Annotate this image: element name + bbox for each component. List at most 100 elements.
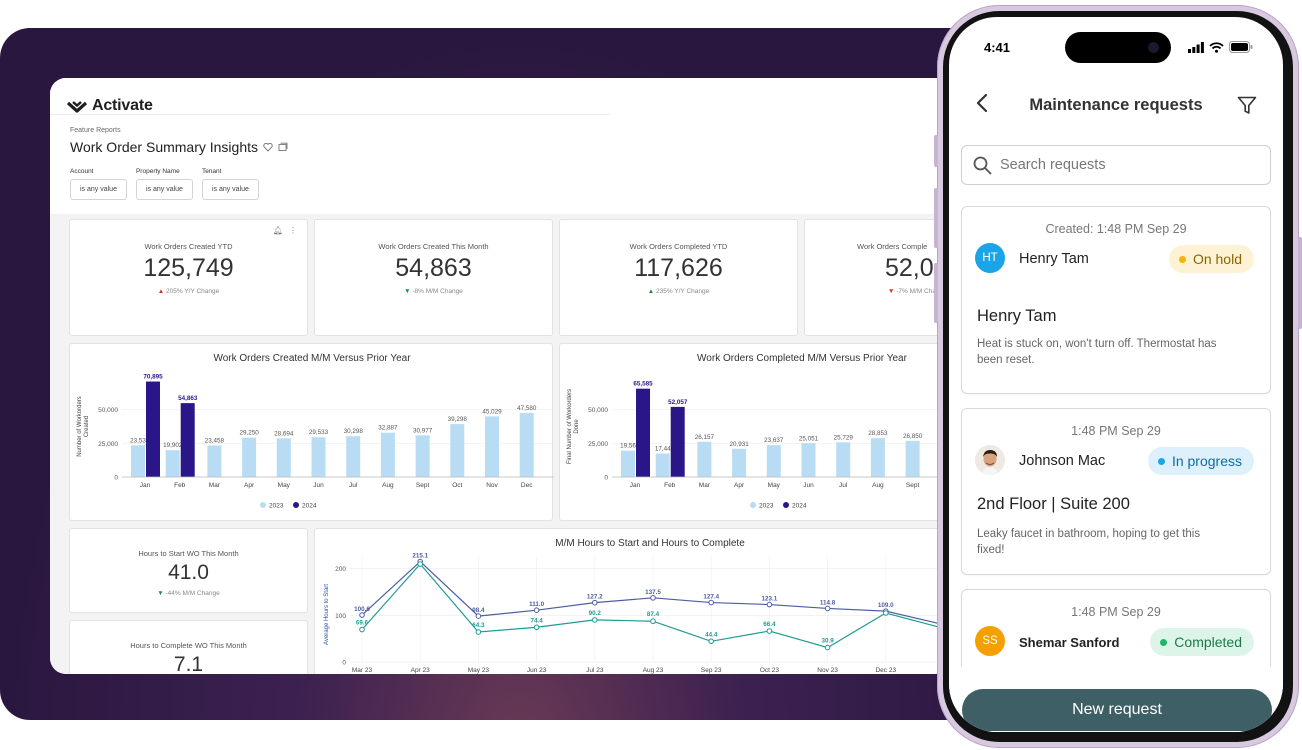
y-axis-label-line: Created xyxy=(84,416,90,437)
series-point xyxy=(417,561,423,567)
chart-title: Work Orders Completed M/M Versus Prior Y… xyxy=(697,353,908,364)
folder-icon[interactable] xyxy=(278,142,288,152)
series-point xyxy=(766,601,773,608)
filter-account-button[interactable]: is any value xyxy=(70,179,127,200)
bar-2023 xyxy=(870,438,885,477)
kpi-change: ▼ -8% M/M Change xyxy=(315,288,552,295)
data-label: 25,729 xyxy=(834,434,854,441)
bar-2023 xyxy=(801,443,816,477)
bar-2023 xyxy=(242,437,257,477)
kpi-card-completed-month[interactable]: Work Orders Comple 52,0 ▼ -7% M/M Change xyxy=(804,219,950,336)
breadcrumb[interactable]: Feature Reports xyxy=(70,127,121,134)
kpi-card-created-month[interactable]: Work Orders Created This Month 54,863 ▼ … xyxy=(314,219,553,336)
filter-tenant-button[interactable]: is any value xyxy=(201,179,259,200)
legend-2023-label: 2023 xyxy=(269,503,284,510)
series-point xyxy=(475,629,482,635)
new-request-button[interactable]: New request xyxy=(962,689,1272,731)
x-tick-label: Jul xyxy=(839,482,848,489)
page-title: Maintenance requests xyxy=(1029,96,1203,114)
data-label: 90.2 xyxy=(589,610,602,617)
kpi-title: Work Orders Completed YTD xyxy=(629,242,728,251)
bar-2024 xyxy=(146,381,160,477)
series-point xyxy=(592,617,598,623)
kpi-value: 54,863 xyxy=(395,254,472,282)
kpi-change-text: 205% Y/Y Change xyxy=(166,288,220,295)
kpi-value: 7.1 xyxy=(173,653,204,674)
data-label: 54,863 xyxy=(178,395,198,402)
data-label: 69.6 xyxy=(356,620,369,627)
x-tick-label: Sept xyxy=(416,482,430,489)
x-tick-label: Feb xyxy=(664,482,676,489)
filter-property-name: Property Name is any value xyxy=(135,168,193,200)
arrow-down-icon: ▼ xyxy=(888,288,895,295)
report-title-row: Work Order Summary Insights xyxy=(70,139,288,155)
filter-property-button[interactable]: is any value xyxy=(135,179,193,200)
requester-name: Henry Tam xyxy=(1019,251,1089,267)
filter-account: Account is any value xyxy=(70,168,127,200)
status-dot xyxy=(1157,457,1165,465)
kpi-title: Hours to Complete WO This Month xyxy=(130,641,247,650)
x-tick-label: May xyxy=(768,482,781,489)
filter-icon[interactable] xyxy=(1237,96,1257,115)
brand-logo[interactable]: Activate xyxy=(67,97,153,115)
legend-2023-swatch xyxy=(750,502,756,508)
request-card[interactable]: Created: 1:48 PM Sep 29 HT Henry Tam On … xyxy=(961,206,1271,394)
y-tick-label: 0 xyxy=(604,475,608,482)
data-label: 87.4 xyxy=(647,611,660,618)
bar-2023 xyxy=(621,450,635,477)
legend-2023-swatch xyxy=(260,502,266,508)
x-tick-label: Mar xyxy=(699,482,711,489)
requester-name: Shemar Sanford xyxy=(1019,635,1120,650)
heart-icon[interactable] xyxy=(263,142,273,152)
more-icon[interactable]: ⋮ xyxy=(289,226,297,235)
x-tick-label: Jun 23 xyxy=(527,667,547,674)
request-created: 1:48 PM Sep 29 xyxy=(1071,424,1161,438)
series-point xyxy=(533,624,540,631)
x-tick-label: Dec xyxy=(521,482,533,489)
kpi-value: 41.0 xyxy=(168,561,209,584)
arrow-up-icon: ▲ xyxy=(647,288,655,295)
phone-power-button xyxy=(1298,237,1302,329)
y-tick-label: 50,000 xyxy=(98,407,118,414)
kpi-tools: 🔔︎ ⋮ xyxy=(273,226,297,235)
bell-icon[interactable]: 🔔︎ xyxy=(272,226,283,235)
person-avatar-icon xyxy=(975,445,1005,475)
data-label: 98.4 xyxy=(472,607,485,614)
data-label: 20,931 xyxy=(729,441,749,448)
search-box[interactable] xyxy=(961,145,1271,185)
data-label: 29,533 xyxy=(309,429,329,436)
chart-card-completed: Work Orders Completed M/M Versus Prior Y… xyxy=(559,343,950,521)
legend-2024-swatch xyxy=(783,502,789,508)
kpi-card-created-ytd[interactable]: 🔔︎ ⋮ Work Orders Created YTD 125,749 ▲ 2… xyxy=(69,219,308,336)
kpi-card-hours-complete[interactable]: Hours to Complete WO This Month 7.1 xyxy=(69,620,308,674)
completed-bar-chart[interactable]: Work Orders Completed M/M Versus Prior Y… xyxy=(560,344,950,522)
search-icon xyxy=(973,156,992,175)
bar-2023 xyxy=(415,435,430,477)
x-tick-label: Sep 23 xyxy=(701,667,722,674)
status-icons xyxy=(1188,41,1253,53)
data-label: 23,637 xyxy=(764,437,784,444)
battery-icon xyxy=(1229,41,1253,53)
data-label: 45,029 xyxy=(482,408,502,415)
x-tick-label: Apr 23 xyxy=(411,667,431,674)
request-card[interactable]: 1:48 PM Sep 29 Johnson Mac In progress 2… xyxy=(961,408,1271,575)
x-tick-label: Jul 23 xyxy=(586,667,604,674)
kpi-change: ▲ 205% Y/Y Change xyxy=(70,288,307,295)
x-tick-label: May 23 xyxy=(468,667,490,674)
search-input[interactable] xyxy=(1000,146,1260,184)
legend-2024-label: 2024 xyxy=(792,503,807,510)
data-label: 30,298 xyxy=(344,428,364,435)
kpi-title: Work Orders Comple xyxy=(857,242,928,251)
bar-2023 xyxy=(836,442,851,477)
series-point xyxy=(359,612,365,618)
bar-2023 xyxy=(905,440,920,477)
hours-line-chart[interactable]: M/M Hours to Start and Hours to Complete… xyxy=(315,529,950,674)
request-heading: 2nd Floor | Suite 200 xyxy=(977,495,1130,513)
kpi-card-hours-start[interactable]: Hours to Start WO This Month 41.0 ▼ -44%… xyxy=(69,528,308,613)
bar-2024 xyxy=(180,403,195,477)
bar-2023 xyxy=(346,436,361,477)
back-chevron-icon[interactable] xyxy=(975,93,989,113)
kpi-card-completed-ytd[interactable]: Work Orders Completed YTD 117,626 ▲ 235%… xyxy=(559,219,798,336)
data-label: 47,580 xyxy=(517,405,537,412)
created-bar-chart[interactable]: Work Orders Created M/M Versus Prior Yea… xyxy=(70,344,554,522)
